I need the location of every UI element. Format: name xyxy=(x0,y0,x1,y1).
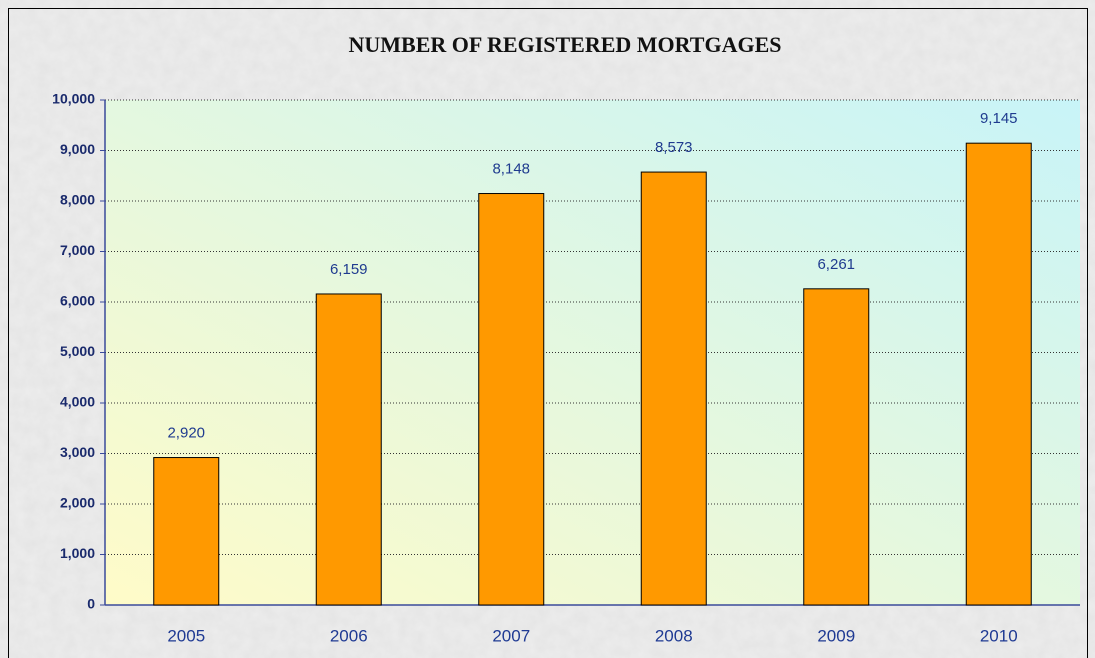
x-tick-label: 2009 xyxy=(817,626,855,645)
data-label: 8,148 xyxy=(492,160,530,177)
bar xyxy=(803,288,870,606)
y-tick-label: 3,000 xyxy=(60,444,95,460)
bar xyxy=(153,457,220,606)
x-tick-label: 2010 xyxy=(980,626,1018,645)
y-tick-label: 10,000 xyxy=(52,91,95,107)
chart-title: NUMBER OF REGISTERED MORTGAGES xyxy=(349,32,782,57)
y-tick-label: 0 xyxy=(87,596,95,612)
data-label: 2,920 xyxy=(167,425,205,442)
y-tick-label: 5,000 xyxy=(60,343,95,359)
data-label: 6,261 xyxy=(817,256,855,273)
x-tick-label: 2006 xyxy=(330,626,368,645)
x-tick-label: 2008 xyxy=(655,626,693,645)
x-tick-label: 2007 xyxy=(492,626,530,645)
bar xyxy=(478,193,545,606)
y-tick-label: 7,000 xyxy=(60,242,95,258)
bar xyxy=(965,142,1032,606)
y-tick-label: 8,000 xyxy=(60,192,95,208)
data-label: 8,573 xyxy=(655,139,693,156)
y-tick-label: 2,000 xyxy=(60,495,95,511)
bar xyxy=(315,293,382,606)
data-label: 9,145 xyxy=(980,110,1018,127)
data-label: 6,159 xyxy=(330,261,368,278)
y-tick-label: 9,000 xyxy=(60,141,95,157)
x-tick-label: 2005 xyxy=(167,626,205,645)
y-tick-label: 6,000 xyxy=(60,293,95,309)
y-tick-label: 4,000 xyxy=(60,394,95,410)
frame xyxy=(8,8,1088,658)
y-tick-label: 1,000 xyxy=(60,545,95,561)
bar xyxy=(640,171,707,606)
